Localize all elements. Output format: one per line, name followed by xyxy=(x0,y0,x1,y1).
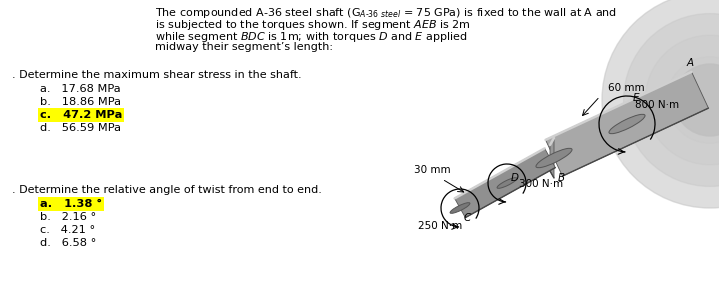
Text: d.   56.59 MPa: d. 56.59 MPa xyxy=(40,123,121,133)
Text: 60 mm: 60 mm xyxy=(608,83,644,93)
Text: 300 N·m: 300 N·m xyxy=(519,179,563,189)
Text: b.   2.16 °: b. 2.16 ° xyxy=(40,212,96,222)
Text: while segment $BDC$ is 1m; with torques $D$ and $E$ applied: while segment $BDC$ is 1m; with torques … xyxy=(155,30,467,44)
Text: 250 N·m: 250 N·m xyxy=(418,221,462,231)
Text: C: C xyxy=(464,213,471,223)
Ellipse shape xyxy=(497,178,517,188)
Text: A: A xyxy=(687,58,694,68)
Circle shape xyxy=(623,14,719,186)
Text: c.   47.2 MPa: c. 47.2 MPa xyxy=(40,110,122,120)
Polygon shape xyxy=(550,138,554,178)
Text: 800 N·m: 800 N·m xyxy=(635,100,679,110)
Text: E: E xyxy=(633,93,639,103)
Text: c.   4.21 °: c. 4.21 ° xyxy=(40,225,95,235)
Ellipse shape xyxy=(536,148,572,168)
Text: 30 mm: 30 mm xyxy=(413,165,450,175)
Polygon shape xyxy=(454,148,555,218)
Ellipse shape xyxy=(609,114,645,134)
Text: a.   17.68 MPa: a. 17.68 MPa xyxy=(40,84,121,94)
Text: . Determine the maximum shear stress in the shaft.: . Determine the maximum shear stress in … xyxy=(12,70,302,80)
Text: B: B xyxy=(558,173,565,183)
Circle shape xyxy=(602,0,719,208)
Text: The compounded A-36 steel shaft (G$_{A\text{-}36\ steel}$ = 75 GPa) is fixed to : The compounded A-36 steel shaft (G$_{A\t… xyxy=(155,6,617,20)
Circle shape xyxy=(645,35,719,165)
Text: b.   18.86 MPa: b. 18.86 MPa xyxy=(40,97,121,107)
Text: D: D xyxy=(511,173,519,183)
Circle shape xyxy=(667,57,719,143)
Text: a.   1.38 °: a. 1.38 ° xyxy=(40,199,102,209)
Text: midway their segment’s length:: midway their segment’s length: xyxy=(155,42,333,52)
Circle shape xyxy=(674,64,719,136)
Text: d.   6.58 °: d. 6.58 ° xyxy=(40,238,96,248)
Polygon shape xyxy=(546,72,708,176)
Text: . Determine the relative angle of twist from end to end.: . Determine the relative angle of twist … xyxy=(12,185,322,195)
Circle shape xyxy=(688,78,719,122)
Text: is subjected to the torques shown. If segment $AEB$ is 2m: is subjected to the torques shown. If se… xyxy=(155,18,471,32)
Ellipse shape xyxy=(450,203,470,213)
